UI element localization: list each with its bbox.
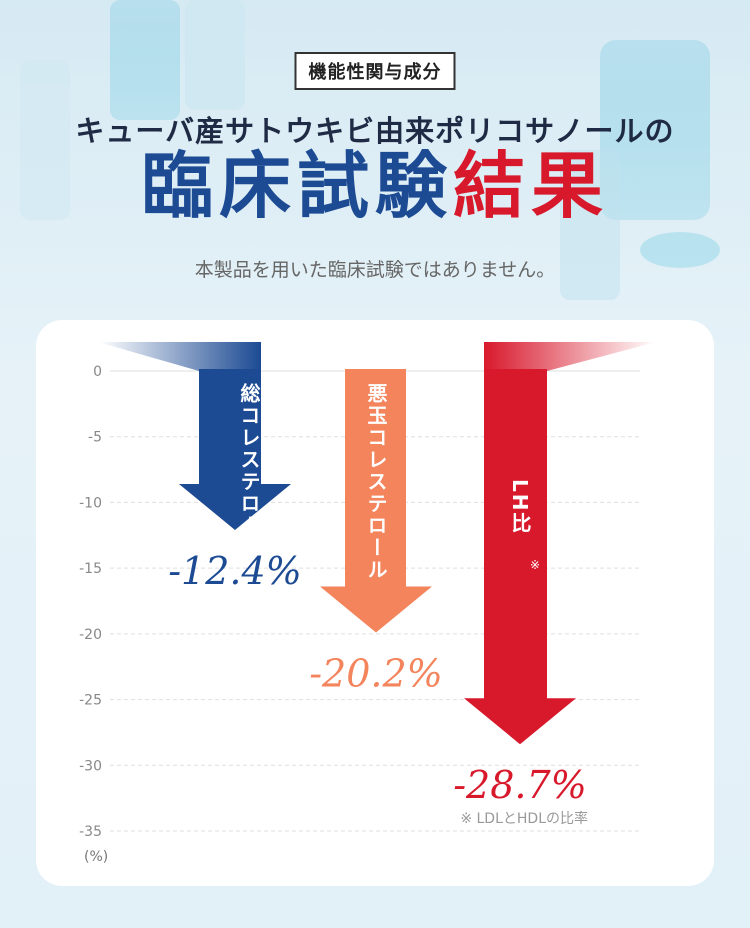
category-label: 悪玉コレステロール [364, 383, 388, 581]
arrow-fan [318, 342, 433, 371]
value-label: -12.4% [168, 549, 302, 593]
y-tick-label: -30 [79, 758, 102, 774]
y-tick-label: -25 [79, 693, 102, 709]
title-clinical-trial: 臨床試験 [140, 144, 453, 228]
results-chart: 0 -5 -10 -15 -20 -25 -30 -35 総コレステロール-12.4% 悪玉コレ… [79, 342, 656, 865]
page-title: 臨床試験結果 [0, 150, 750, 222]
category-label: LH比 [508, 479, 532, 534]
category-label: 総コレステロール [237, 382, 261, 559]
y-tick-label: -20 [79, 627, 102, 643]
y-axis-unit: (%) [84, 849, 108, 865]
arrow-fan [98, 342, 261, 371]
functional-ingredient-badge: 機能性関与成分 [294, 52, 456, 90]
title-results: 結果 [453, 144, 610, 228]
y-tick-label: -10 [79, 495, 102, 511]
chart-card: 0 -5 -10 -15 -20 -25 -30 -35 総コレステロール -12.4% 悪玉コレ… [36, 320, 714, 886]
bar-arrow [464, 369, 576, 745]
footnote: ※ LDLとHDLの比率 [460, 810, 588, 827]
bar-arrow [320, 369, 432, 633]
arrow-fan [484, 342, 656, 371]
y-tick-label: 0 [93, 364, 102, 380]
y-tick-label: -5 [88, 430, 102, 446]
bar-arrow [179, 369, 291, 530]
value-label: -20.2% [309, 651, 443, 695]
value-label: -28.7% [453, 763, 587, 807]
y-tick-label: -35 [79, 824, 102, 840]
y-tick-label: -15 [79, 561, 102, 577]
category-note-mark: ※ [530, 558, 540, 572]
disclaimer-note: 本製品を用いた臨床試験ではありません。 [194, 259, 556, 281]
page-subtitle: キューバ産サトウキビ由来ポリコサノールの [75, 114, 675, 148]
